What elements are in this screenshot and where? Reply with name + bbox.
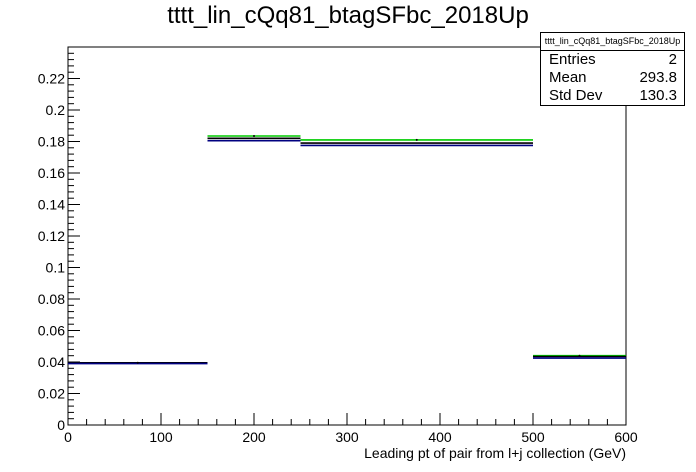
x-tick-label: 100	[149, 429, 173, 445]
stats-label: Mean	[549, 69, 587, 86]
y-tick-label: 0.04	[38, 354, 65, 370]
x-tick-label: 600	[614, 429, 638, 445]
y-tick-label: 0.16	[38, 165, 65, 181]
bin-center-marker	[415, 138, 418, 141]
x-tick-label: 300	[335, 429, 359, 445]
bin-center-marker	[578, 354, 581, 357]
stats-value: 293.8	[639, 69, 677, 86]
y-tick-label: 0.22	[38, 71, 65, 87]
stats-value: 130.3	[639, 87, 677, 104]
x-tick-label: 200	[242, 429, 266, 445]
stats-box-title: tttt_lin_cQq81_btagSFbc_2018Up	[541, 33, 684, 51]
stats-value: 2	[668, 51, 677, 68]
x-tick-label: 0	[64, 429, 72, 445]
stats-label: Std Dev	[549, 87, 603, 104]
y-tick-label: 0.18	[38, 134, 65, 150]
bin-center-marker	[253, 134, 255, 137]
y-tick-label: 0.2	[46, 102, 66, 118]
x-axis-label: Leading pt of pair from l+j collection (…	[364, 445, 626, 461]
stats-box: tttt_lin_cQq81_btagSFbc_2018Up Entries 2…	[540, 32, 685, 106]
x-tick-label: 400	[428, 429, 452, 445]
stats-row-entries: Entries 2	[541, 51, 684, 69]
y-tick-label: 0.12	[38, 228, 65, 244]
stats-row-stddev: Std Dev 130.3	[541, 87, 684, 105]
y-tick-label: 0.08	[38, 291, 65, 307]
y-tick-label: 0	[57, 417, 65, 433]
stats-row-mean: Mean 293.8	[541, 69, 684, 87]
chart-title: tttt_lin_cQq81_btagSFbc_2018Up	[167, 2, 529, 29]
x-tick-label: 500	[521, 429, 545, 445]
y-tick-label: 0.1	[46, 260, 66, 276]
y-tick-label: 0.02	[38, 386, 65, 402]
y-tick-label: 0.06	[38, 323, 65, 339]
bin-center-marker	[136, 361, 139, 364]
stats-label: Entries	[549, 51, 596, 68]
y-tick-label: 0.14	[38, 197, 65, 213]
